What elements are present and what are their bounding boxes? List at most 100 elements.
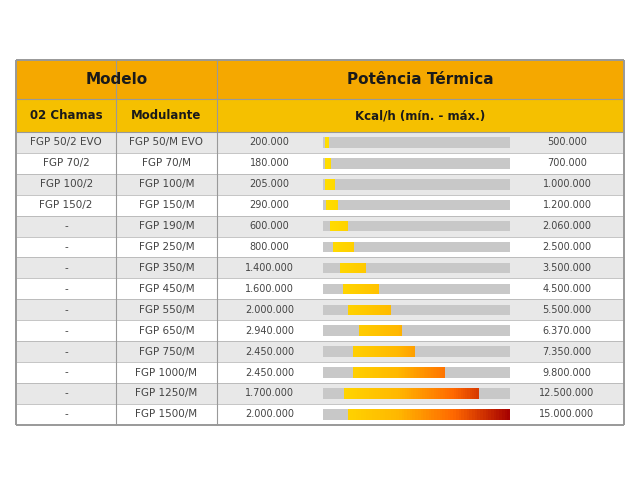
Bar [405,367,407,378]
Bar [364,284,365,294]
Bar [377,284,378,294]
Bar [379,325,380,336]
Text: 180.000: 180.000 [250,158,289,168]
Bar [371,347,372,357]
Text: 9.800.000: 9.800.000 [543,368,591,377]
Bar [356,367,358,378]
Bar [355,304,356,315]
Text: 2.000.000: 2.000.000 [245,305,294,315]
Text: 15.000.000: 15.000.000 [540,409,595,420]
Bar [378,347,379,357]
Bar [382,367,384,378]
Bar [383,325,384,336]
Bar [363,284,364,294]
Bar [381,347,382,357]
Text: FGP 70/M: FGP 70/M [142,158,191,168]
Bar [353,347,355,357]
Bar [418,388,420,399]
Bar [413,409,415,420]
Bar [354,304,355,315]
Bar [116,174,216,195]
Text: -: - [64,388,68,398]
Bar [395,347,396,357]
Bar [436,388,438,399]
Bar [381,304,382,315]
Text: -: - [64,221,68,231]
Bar [323,325,510,336]
Bar [397,367,399,378]
Bar [368,284,369,294]
Bar [412,347,413,357]
Bar [361,284,362,294]
Bar [382,304,383,315]
Bar [342,284,343,294]
Bar [116,278,216,300]
Bar [367,325,368,336]
Bar [383,325,385,336]
Bar [472,409,475,420]
Bar [461,409,464,420]
Bar [448,409,451,420]
Text: -: - [64,305,68,315]
Bar [397,325,398,336]
Bar [387,304,388,315]
Bar [394,409,396,420]
Text: Modulante: Modulante [131,109,202,122]
Bar [384,304,385,315]
Text: 2.450.000: 2.450.000 [245,347,294,357]
Bar [382,388,385,399]
Bar [376,325,377,336]
Bar [400,388,403,399]
Bar [354,347,355,357]
Bar [420,367,422,378]
Bar [380,325,381,336]
Bar [116,404,216,425]
Bar [499,409,502,420]
Bar [353,409,356,420]
Bar [461,388,463,399]
Bar [365,347,367,357]
Bar [16,341,116,362]
Bar [447,388,450,399]
Bar [390,347,391,357]
Bar [378,388,380,399]
Bar [390,304,392,315]
Bar [403,388,404,399]
Bar [407,388,409,399]
Bar [453,409,456,420]
Bar [386,304,387,315]
Bar [375,284,376,294]
Bar [502,409,505,420]
Bar [345,284,346,294]
Text: 6.370.000: 6.370.000 [543,326,591,336]
Bar [216,341,624,362]
Bar [387,388,389,399]
Text: -: - [64,409,68,420]
Bar [425,367,427,378]
Bar [369,347,371,357]
Bar [376,347,378,357]
Bar [456,388,459,399]
Bar [397,388,400,399]
Text: FGP 100/2: FGP 100/2 [40,180,93,189]
Bar [463,388,465,399]
Bar [352,304,353,315]
Text: -: - [64,284,68,294]
Bar [390,325,391,336]
Bar [361,325,362,336]
Bar [384,347,385,357]
Text: -: - [64,242,68,252]
Bar [374,304,375,315]
Bar [323,367,510,378]
Bar [403,347,404,357]
Bar [378,284,379,294]
Bar [370,304,371,315]
Bar [364,388,367,399]
Bar [404,409,407,420]
Bar [356,409,358,420]
Bar [373,304,374,315]
Bar [440,388,443,399]
Bar [367,367,369,378]
Text: FGP 1250/M: FGP 1250/M [135,388,198,398]
Bar [359,304,360,315]
